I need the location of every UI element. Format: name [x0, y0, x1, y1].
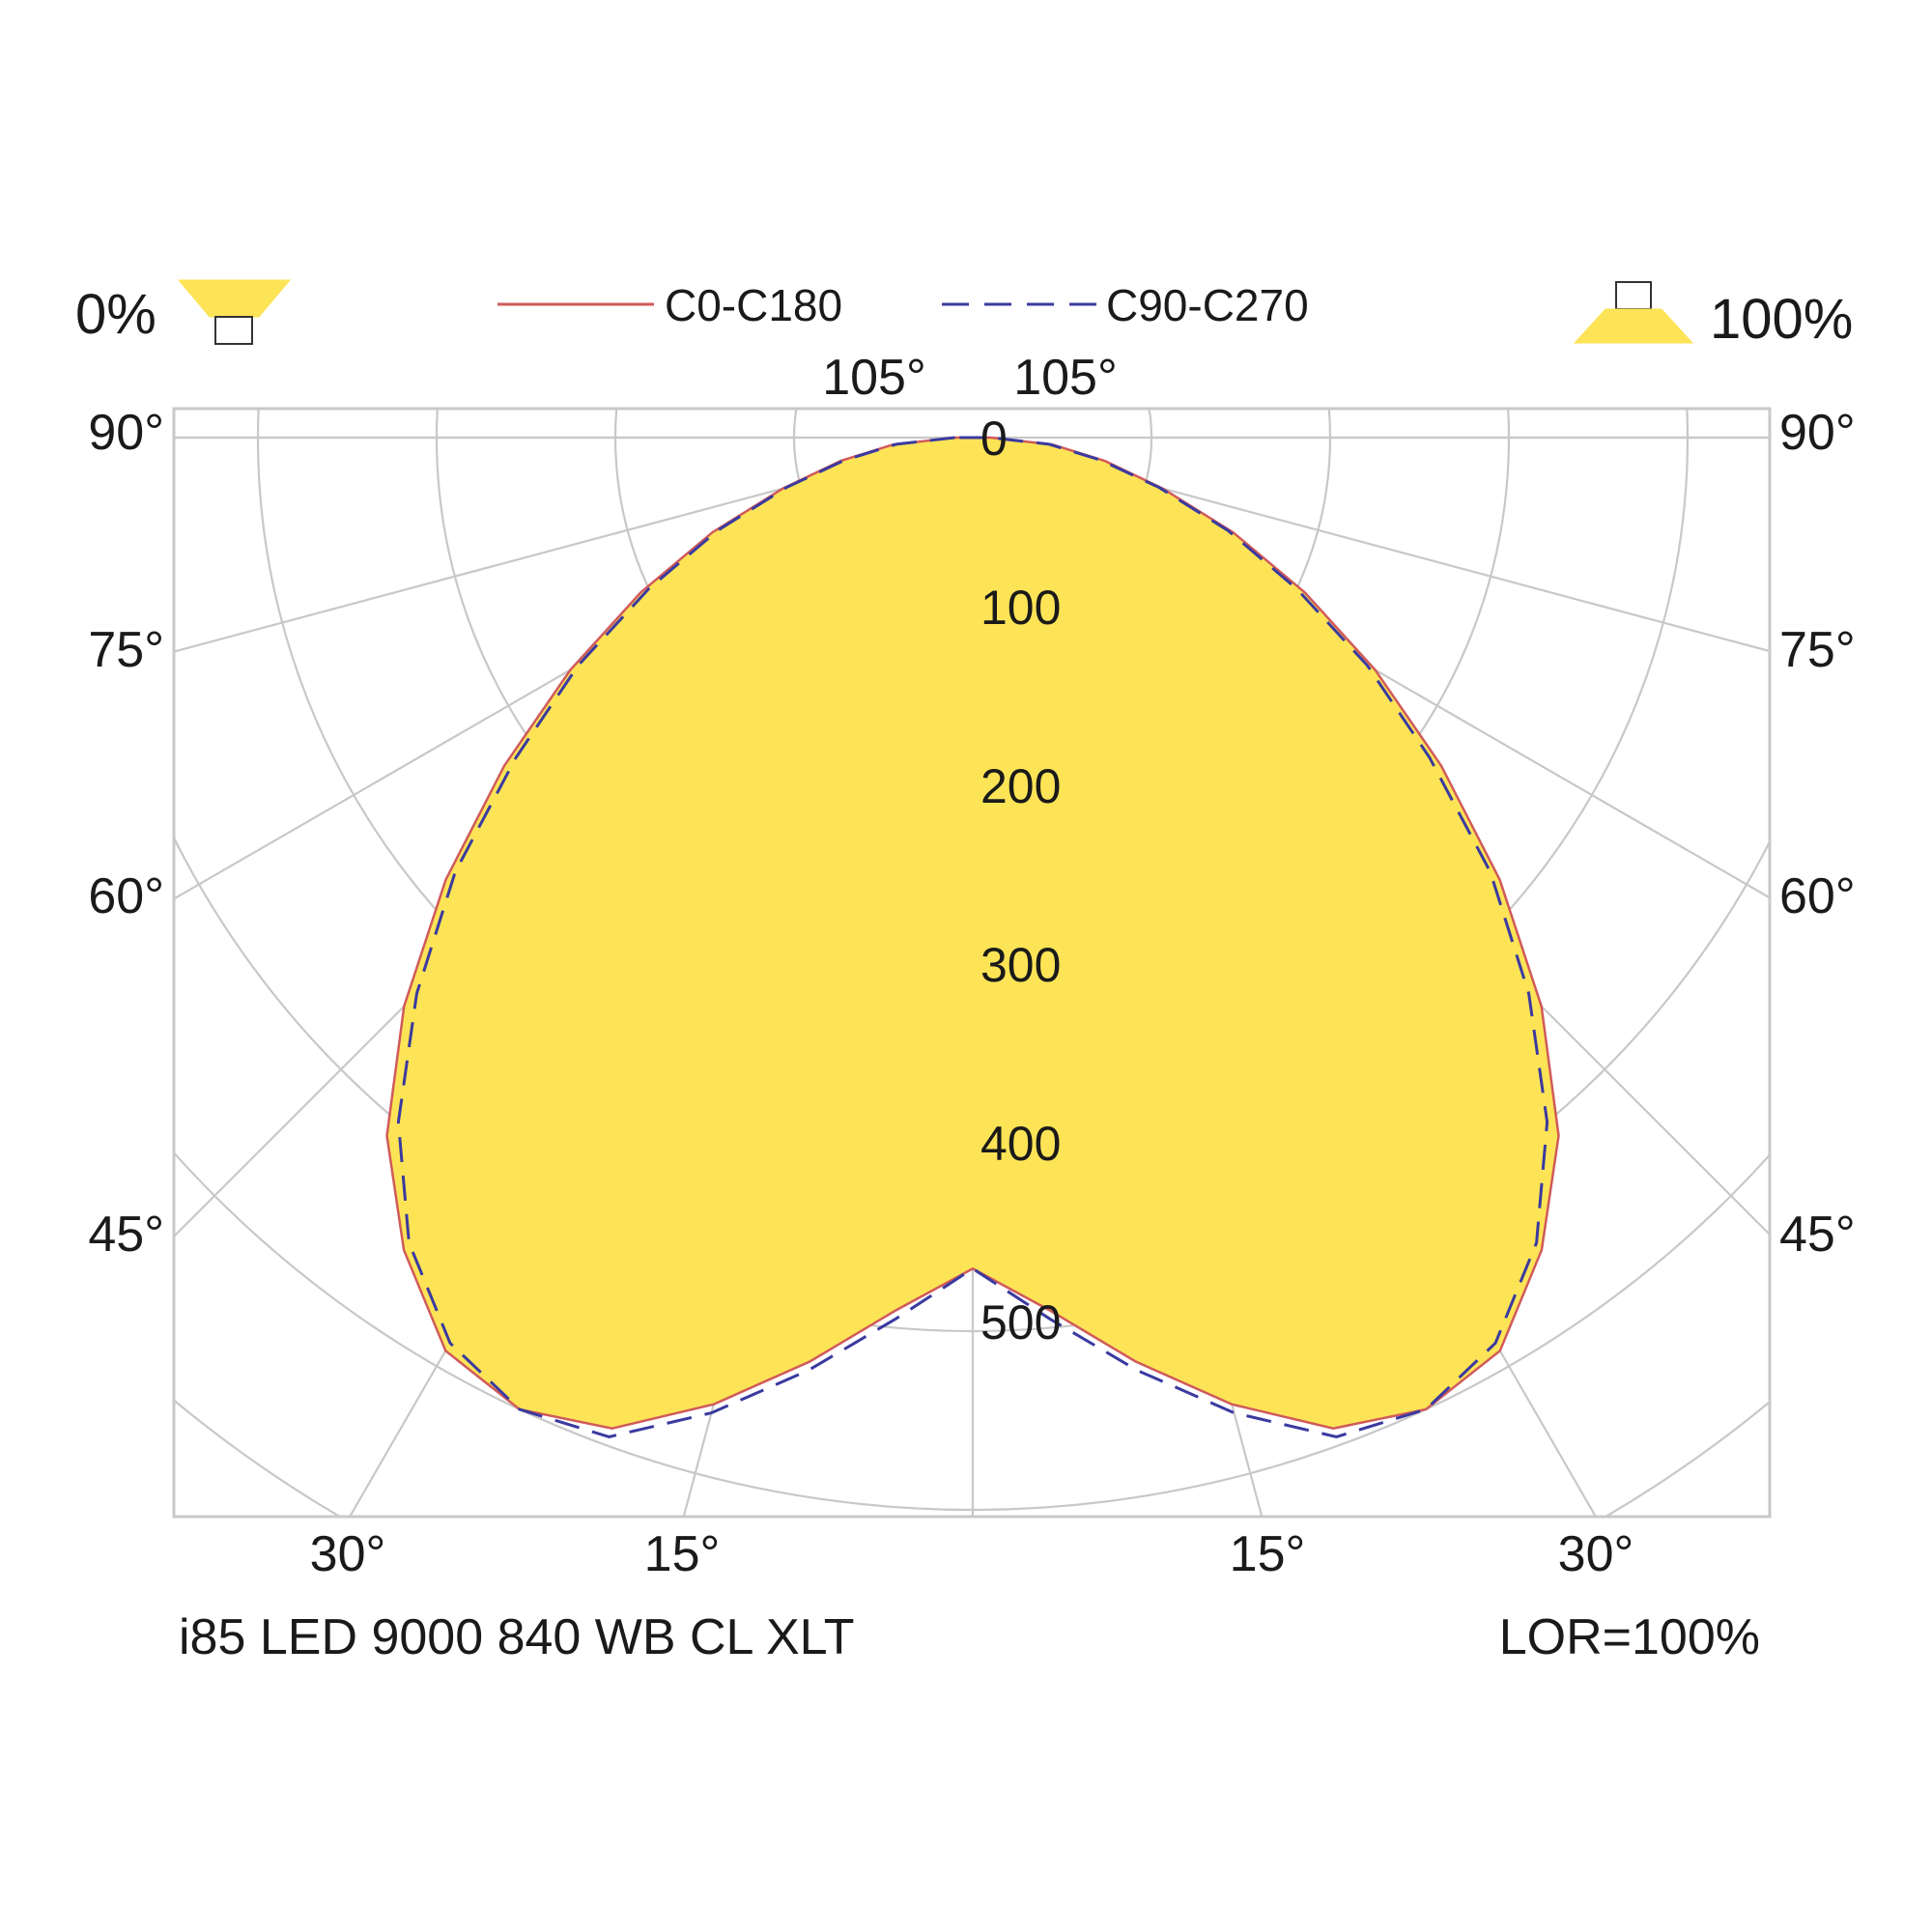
radial-tick-label-0: 0 — [980, 412, 1008, 466]
angle-label-105-right: 105° — [1013, 350, 1118, 406]
angle-label-105-left: 105° — [822, 350, 926, 406]
angle-label-right-1: 75° — [1779, 622, 1856, 678]
legend-c90-label: C90-C270 — [1106, 280, 1309, 330]
angle-label-left-2: 60° — [88, 868, 164, 924]
grid-spoke-75-right — [1145, 482, 1770, 653]
angle-label-left-3: 45° — [88, 1207, 164, 1263]
angle-label-right-0: 90° — [1779, 405, 1856, 461]
series-line-c0-c180 — [385, 436, 1560, 1430]
angle-label-right-3: 45° — [1779, 1207, 1856, 1263]
angle-label-right-2: 60° — [1779, 868, 1856, 924]
radial-tick-label-400: 400 — [980, 1117, 1061, 1171]
angle-label-bottom-3: 30° — [1558, 1526, 1634, 1582]
angle-label-left-1: 75° — [88, 622, 164, 678]
angle-label-bottom-2: 15° — [1230, 1526, 1306, 1582]
product-name-label: i85 LED 9000 840 WB CL XLT — [179, 1609, 855, 1665]
angle-label-left-0: 90° — [88, 405, 164, 461]
grid-spoke-75-left — [174, 482, 801, 653]
axis-labels: 0 100 200 300 400 500 105° 105° 90° 75° 60° 45° 90° 7… — [88, 350, 1855, 1582]
downward-percent-label: 0% — [75, 283, 156, 346]
downward-light-icon — [177, 279, 292, 345]
intensity-fill — [386, 438, 1559, 1429]
lor-label: LOR=100% — [1499, 1609, 1760, 1665]
upward-percent-label: 100% — [1710, 288, 1853, 351]
radial-tick-label-100: 100 — [980, 581, 1061, 635]
upward-light-icon — [1573, 281, 1694, 344]
series-line-c90-c270 — [396, 436, 1549, 1438]
angle-label-bottom-1: 15° — [644, 1526, 721, 1582]
legend-c0-label: C0-C180 — [665, 280, 842, 330]
radial-tick-label-300: 300 — [980, 938, 1061, 992]
radial-tick-label-200: 200 — [980, 759, 1061, 813]
radial-tick-label-500: 500 — [980, 1295, 1061, 1350]
intensity-curves — [385, 436, 1560, 1438]
angle-label-bottom-0: 30° — [310, 1526, 386, 1582]
